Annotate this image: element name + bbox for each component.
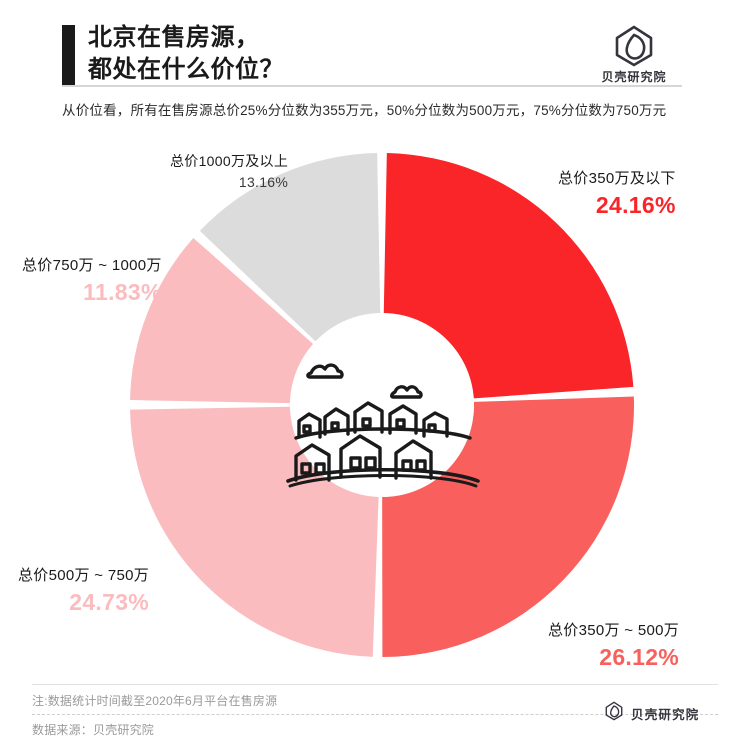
brand-logo-bottom-text: 贝壳研究院 bbox=[631, 707, 700, 722]
brand-logo-bottom: 贝壳研究院 bbox=[604, 701, 700, 726]
donut-slice-4 bbox=[199, 153, 381, 342]
donut-slice-0 bbox=[383, 153, 634, 399]
slice-name-0: 总价350万及以下 bbox=[558, 170, 676, 187]
slice-value-3: 11.83% bbox=[83, 279, 162, 305]
footer-divider-top bbox=[32, 684, 718, 685]
slice-name-1: 总价350万 ~ 500万 bbox=[548, 622, 680, 639]
slice-label-3: 总价750万 ~ 1000万 11.83% bbox=[22, 255, 162, 307]
beike-shell-house-icon bbox=[604, 701, 624, 726]
slice-name-2: 总价500万 ~ 750万 bbox=[18, 567, 150, 584]
donut-slice-3 bbox=[130, 237, 314, 404]
header-divider bbox=[62, 85, 682, 87]
footer-source: 数据来源：贝壳研究院 bbox=[32, 723, 155, 737]
donut-slices bbox=[130, 153, 634, 657]
beike-shell-house-icon bbox=[612, 24, 656, 73]
brand-logo-top: 贝壳研究院 bbox=[586, 24, 682, 86]
slice-value-2: 24.73% bbox=[69, 589, 150, 615]
page-title-line-2: 都处在什么价位？ bbox=[88, 56, 284, 83]
header: 北京在售房源， 都处在什么价位？ 贝壳研究院 bbox=[62, 24, 682, 86]
slice-label-0: 总价350万及以下 24.16% bbox=[558, 168, 676, 220]
page-title-line-1: 北京在售房源， bbox=[88, 24, 260, 51]
slice-value-1: 26.12% bbox=[599, 644, 680, 670]
slice-name-4: 总价1000万及以上 bbox=[170, 153, 289, 169]
brand-logo-top-text: 贝壳研究院 bbox=[601, 70, 667, 84]
donut-slice-1 bbox=[382, 396, 634, 657]
title-accent-bar bbox=[62, 25, 75, 85]
slice-value-0: 24.16% bbox=[595, 192, 676, 218]
footer-note: 注:数据统计时间截至2020年6月平台在售房源 bbox=[32, 694, 278, 708]
slice-label-1: 总价350万 ~ 500万 26.12% bbox=[548, 620, 679, 672]
donut-slice-2 bbox=[130, 406, 379, 657]
houses-on-hill-illustration bbox=[286, 363, 480, 488]
slice-label-2: 总价500万 ~ 750万 24.73% bbox=[18, 565, 149, 617]
slice-value-4: 13.16% bbox=[238, 174, 289, 190]
slice-label-4: 总价1000万及以上 13.16% bbox=[170, 150, 288, 192]
page-subtitle: 从价位看，所有在售房源总价25%分位数为355万元，50%分位数为500万元，7… bbox=[62, 103, 667, 118]
page-title: 北京在售房源， 都处在什么价位？ bbox=[88, 22, 284, 86]
footer-divider-dashed bbox=[32, 714, 718, 715]
slice-name-3: 总价750万 ~ 1000万 bbox=[22, 257, 162, 274]
